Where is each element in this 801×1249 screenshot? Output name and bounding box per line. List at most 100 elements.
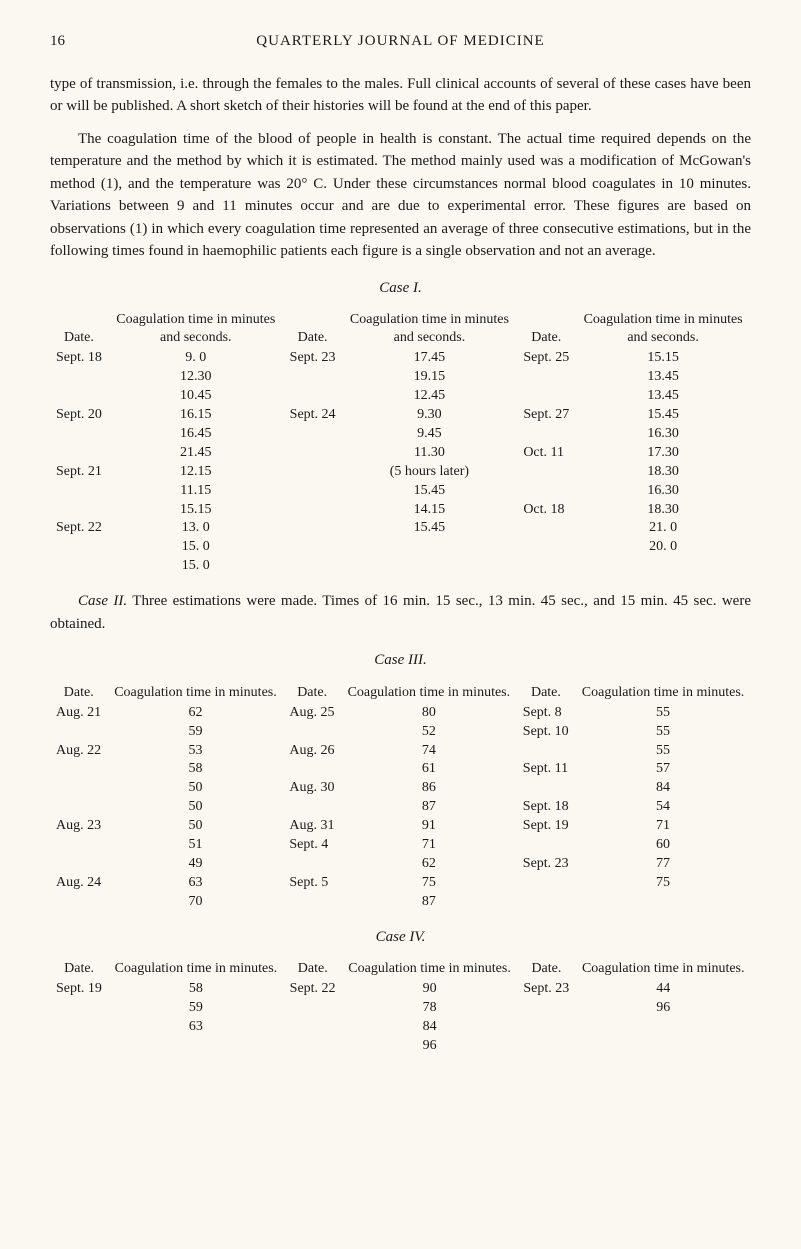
case3-cell: 75 — [341, 874, 517, 893]
case1-row: 21.4511.30Oct. 1117.30 — [50, 444, 751, 463]
case1-cell — [342, 538, 518, 557]
case3-cell: 52 — [341, 723, 517, 742]
case1-cell — [517, 463, 575, 482]
case3-cell: 71 — [575, 817, 751, 836]
case3-h-date1: Date. — [50, 682, 108, 704]
case4-cell: Sept. 23 — [517, 980, 575, 999]
case3-h-date3: Date. — [517, 682, 575, 704]
case1-cell: 13.45 — [575, 368, 751, 387]
case1-h-date1: Date. — [50, 309, 108, 349]
case1-cell — [50, 368, 108, 387]
case4-h-coag2: Coagulation time in minutes. — [342, 958, 517, 980]
case3-cell: 57 — [575, 760, 751, 779]
case1-cell — [517, 482, 575, 501]
case1-cell: 21.45 — [108, 444, 284, 463]
case1-cell — [517, 538, 575, 557]
case1-cell — [50, 425, 108, 444]
case1-h-coag1: Coagulation time in minutes and seconds. — [108, 309, 284, 349]
case3-cell: Sept. 18 — [517, 798, 575, 817]
case1-cell — [517, 387, 575, 406]
case4-cell: 63 — [108, 1018, 283, 1037]
case1-cell: Sept. 22 — [50, 519, 108, 538]
case1-cell — [284, 444, 342, 463]
case4-cell — [50, 1018, 108, 1037]
case3-cell: 50 — [108, 779, 284, 798]
case1-cell: Sept. 23 — [284, 349, 342, 368]
case3-cell: 51 — [108, 836, 284, 855]
case3-cell: 80 — [341, 704, 517, 723]
case3-cell: 55 — [575, 723, 751, 742]
case4-cell — [517, 999, 575, 1018]
case2-note: Case II. Three estimations were made. Ti… — [50, 590, 751, 635]
case3-cell — [517, 742, 575, 761]
paragraph-1: type of transmission, i.e. through the f… — [50, 73, 751, 118]
case1-cell: 9.45 — [342, 425, 518, 444]
case1-cell: 12.30 — [108, 368, 284, 387]
case3-cell: Aug. 21 — [50, 704, 108, 723]
case3-cell: 61 — [341, 760, 517, 779]
case1-cell: 14.15 — [342, 501, 518, 520]
case1-row: 15.1514.15Oct. 1818.30 — [50, 501, 751, 520]
case4-cell — [108, 1037, 283, 1056]
case4-cell — [517, 1037, 575, 1056]
case1-row: Sept. 2016.15Sept. 249.30Sept. 2715.45 — [50, 406, 751, 425]
case3-cell: 55 — [575, 742, 751, 761]
case3-cell: 77 — [575, 855, 751, 874]
case1-cell — [517, 557, 575, 576]
case3-cell: 55 — [575, 704, 751, 723]
case4-cell — [284, 1037, 342, 1056]
case3-cell — [283, 760, 341, 779]
case4-h-coag3: Coagulation time in minutes. — [576, 958, 752, 980]
case1-cell: Oct. 18 — [517, 501, 575, 520]
case4-cell — [284, 999, 342, 1018]
case4-cell: 96 — [576, 999, 752, 1018]
case3-h-coag1: Coagulation time in minutes. — [108, 682, 284, 704]
case3-cell: Sept. 8 — [517, 704, 575, 723]
case4-cell: 96 — [342, 1037, 517, 1056]
case3-cell — [517, 893, 575, 912]
case4-cell — [576, 1037, 752, 1056]
case1-cell: 11.15 — [108, 482, 284, 501]
case3-cell: Sept. 4 — [283, 836, 341, 855]
case1-cell: 13.45 — [575, 387, 751, 406]
case1-cell: 16.45 — [108, 425, 284, 444]
case3-cell: 71 — [341, 836, 517, 855]
case3-row: Aug. 2463Sept. 57575 — [50, 874, 751, 893]
case3-cell — [575, 893, 751, 912]
case1-h-date3: Date. — [517, 309, 575, 349]
case3-row: 50Aug. 308684 — [50, 779, 751, 798]
case1-h-date2: Date. — [284, 309, 342, 349]
case1-row: Sept. 189. 0Sept. 2317.45Sept. 2515.15 — [50, 349, 751, 368]
case4-row: 96 — [50, 1037, 751, 1056]
case3-cell — [50, 779, 108, 798]
case3-row: Aug. 2162Aug. 2580Sept. 855 — [50, 704, 751, 723]
case3-cell: Aug. 30 — [283, 779, 341, 798]
case1-cell: 16.30 — [575, 482, 751, 501]
case4-cell — [576, 1018, 752, 1037]
case3-h-date2: Date. — [283, 682, 341, 704]
case1-cell: 15.45 — [575, 406, 751, 425]
case4-cell: Sept. 19 — [50, 980, 108, 999]
case3-row: Aug. 2253Aug. 267455 — [50, 742, 751, 761]
case1-cell — [284, 387, 342, 406]
case3-row: 5087Sept. 1854 — [50, 798, 751, 817]
case1-cell: 15.45 — [342, 519, 518, 538]
case1-row: 12.3019.1513.45 — [50, 368, 751, 387]
case1-cell — [517, 368, 575, 387]
case3-cell: Sept. 19 — [517, 817, 575, 836]
case3-cell: Aug. 24 — [50, 874, 108, 893]
case3-cell: Aug. 31 — [283, 817, 341, 836]
case1-cell: 17.30 — [575, 444, 751, 463]
case3-cell: Aug. 25 — [283, 704, 341, 723]
case3-cell — [283, 855, 341, 874]
case1-cell — [284, 482, 342, 501]
case3-cell: 75 — [575, 874, 751, 893]
case3-cell: Sept. 23 — [517, 855, 575, 874]
case1-cell: (5 hours later) — [342, 463, 518, 482]
case1-cell: 16.15 — [108, 406, 284, 425]
case1-cell — [517, 519, 575, 538]
case1-cell — [284, 463, 342, 482]
case1-cell: 15.45 — [342, 482, 518, 501]
case1-cell: Sept. 27 — [517, 406, 575, 425]
case3-title: Case III. — [50, 649, 751, 672]
